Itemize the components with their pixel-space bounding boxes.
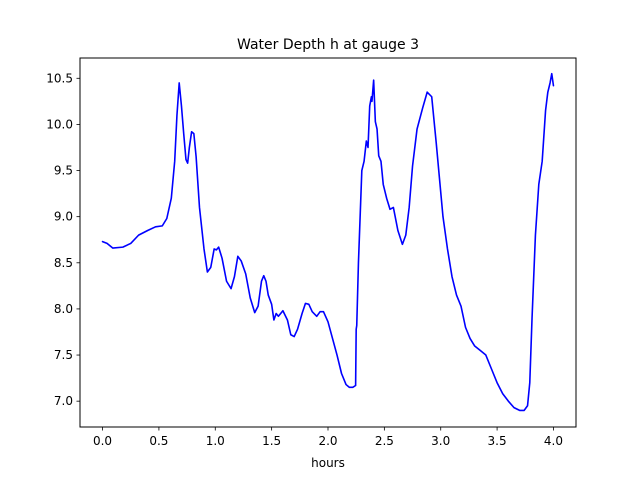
x-tick-label: 3.0 (431, 434, 450, 448)
y-tick-label: 8.5 (54, 256, 73, 270)
plot-area (101, 72, 555, 412)
series-line-0 (101, 72, 555, 412)
y-tick-label: 9.5 (54, 164, 73, 178)
axes-frame (79, 57, 577, 428)
y-tick-label: 10.5 (46, 71, 73, 85)
x-tick-label: 0.0 (93, 434, 112, 448)
x-axis-label: hours (311, 456, 345, 470)
axis-ticks: 0.0 0.5 1.0 1.5 2.0 2.5 3.0 3.5 4.0 7.0 7.5 8.0 8.5 9… (46, 71, 563, 448)
x-tick-label: 3.5 (488, 434, 507, 448)
x-tick-label: 1.5 (262, 434, 281, 448)
y-tick-label: 7.5 (54, 348, 73, 362)
y-tick-label: 10.0 (46, 117, 73, 131)
y-tick-label: 8.0 (54, 302, 73, 316)
x-tick-label: 2.5 (375, 434, 394, 448)
x-tick-label: 2.0 (318, 434, 337, 448)
chart-title: Water Depth h at gauge 3 (237, 37, 419, 53)
y-tick-label: 9.0 (54, 210, 73, 224)
y-tick-label: 7.0 (54, 394, 73, 408)
x-tick-label: 0.5 (149, 434, 168, 448)
x-tick-label: 1.0 (206, 434, 225, 448)
x-tick-label: 4.0 (544, 434, 563, 448)
